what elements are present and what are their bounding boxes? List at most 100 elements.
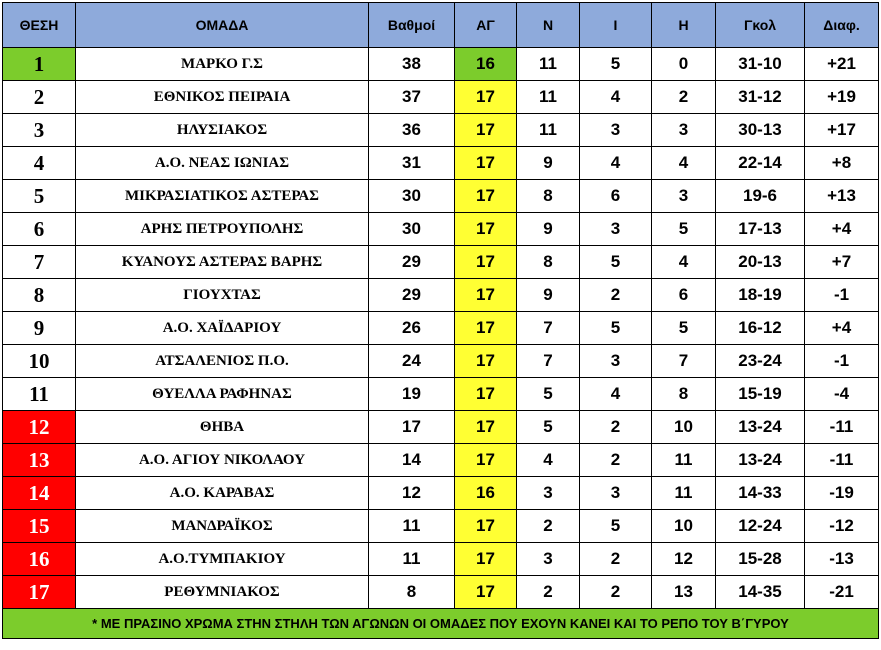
table-row: 8 ΓΙΟΥΧΤΑΣ 29 17 9 2 6 18-19 -1 xyxy=(2,278,879,312)
losses-cell: 5 xyxy=(651,212,716,246)
position-cell: 15 xyxy=(2,509,76,543)
header-points: Βαθμοί xyxy=(368,2,455,48)
wins-cell: 9 xyxy=(516,212,580,246)
position-cell: 10 xyxy=(2,344,76,378)
table-row: 5 ΜΙΚΡΑΣΙΑΤΙΚΟΣ ΑΣΤΕΡΑΣ 30 17 8 6 3 19-6 +13 xyxy=(2,179,879,213)
goals-cell: 18-19 xyxy=(715,278,805,312)
header-wins: Ν xyxy=(516,2,580,48)
position-cell: 12 xyxy=(2,410,76,444)
team-name-cell: ΑΤΣΑΛΕΝΙΟΣ Π.Ο. xyxy=(75,344,369,378)
goals-cell: 31-12 xyxy=(715,80,805,114)
draws-cell: 5 xyxy=(579,47,652,81)
header-losses: Η xyxy=(651,2,716,48)
team-name-cell: ΘΗΒΑ xyxy=(75,410,369,444)
table-header: ΘΕΣΗ ΟΜΑΔΑ Βαθμοί ΑΓ Ν Ι Η Γκολ Διαφ. xyxy=(2,2,879,48)
points-cell: 14 xyxy=(368,443,455,477)
played-cell: 17 xyxy=(454,377,517,411)
points-cell: 24 xyxy=(368,344,455,378)
draws-cell: 4 xyxy=(579,80,652,114)
team-name-cell: ΜΙΚΡΑΣΙΑΤΙΚΟΣ ΑΣΤΕΡΑΣ xyxy=(75,179,369,213)
position-cell: 8 xyxy=(2,278,76,312)
draws-cell: 3 xyxy=(579,476,652,510)
team-name-cell: Α.Ο. ΚΑΡΑΒΑΣ xyxy=(75,476,369,510)
points-cell: 37 xyxy=(368,80,455,114)
team-name-cell: Α.Ο. ΑΓΙΟΥ ΝΙΚΟΛΑΟΥ xyxy=(75,443,369,477)
team-name-cell: ΘΥΕΛΛΑ ΡΑΦΗΝΑΣ xyxy=(75,377,369,411)
goals-cell: 20-13 xyxy=(715,245,805,279)
wins-cell: 2 xyxy=(516,509,580,543)
team-name-cell: Α.Ο. ΝΕΑΣ ΙΩΝΙΑΣ xyxy=(75,146,369,180)
goals-cell: 15-28 xyxy=(715,542,805,576)
wins-cell: 5 xyxy=(516,410,580,444)
team-name-cell: Α.Ο.ΤΥΜΠΑΚΙΟΥ xyxy=(75,542,369,576)
losses-cell: 11 xyxy=(651,443,716,477)
losses-cell: 2 xyxy=(651,80,716,114)
played-cell: 17 xyxy=(454,542,517,576)
played-cell: 17 xyxy=(454,443,517,477)
goal-difference-cell: -4 xyxy=(804,377,879,411)
table-row: 11 ΘΥΕΛΛΑ ΡΑΦΗΝΑΣ 19 17 5 4 8 15-19 -4 xyxy=(2,377,879,411)
wins-cell: 11 xyxy=(516,113,580,147)
losses-cell: 11 xyxy=(651,476,716,510)
position-cell: 5 xyxy=(2,179,76,213)
position-cell: 16 xyxy=(2,542,76,576)
wins-cell: 9 xyxy=(516,278,580,312)
goal-difference-cell: -21 xyxy=(804,575,879,609)
points-cell: 30 xyxy=(368,212,455,246)
position-cell: 3 xyxy=(2,113,76,147)
position-cell: 6 xyxy=(2,212,76,246)
played-cell: 16 xyxy=(454,47,517,81)
goals-cell: 14-33 xyxy=(715,476,805,510)
goal-difference-cell: -1 xyxy=(804,344,879,378)
played-cell: 17 xyxy=(454,509,517,543)
draws-cell: 5 xyxy=(579,311,652,345)
goals-cell: 13-24 xyxy=(715,443,805,477)
table-row: 7 ΚΥΑΝΟΥΣ ΑΣΤΕΡΑΣ ΒΑΡΗΣ 29 17 8 5 4 20-13 +7 xyxy=(2,245,879,279)
position-cell: 14 xyxy=(2,476,76,510)
goal-difference-cell: +21 xyxy=(804,47,879,81)
position-cell: 4 xyxy=(2,146,76,180)
goals-cell: 30-13 xyxy=(715,113,805,147)
draws-cell: 2 xyxy=(579,278,652,312)
played-cell: 17 xyxy=(454,278,517,312)
points-cell: 8 xyxy=(368,575,455,609)
table-row: 4 Α.Ο. ΝΕΑΣ ΙΩΝΙΑΣ 31 17 9 4 4 22-14 +8 xyxy=(2,146,879,180)
points-cell: 19 xyxy=(368,377,455,411)
position-cell: 1 xyxy=(2,47,76,81)
goal-difference-cell: -12 xyxy=(804,509,879,543)
position-cell: 9 xyxy=(2,311,76,345)
losses-cell: 10 xyxy=(651,509,716,543)
table-row: 2 ΕΘΝΙΚΟΣ ΠΕΙΡΑΙΑ 37 17 11 4 2 31-12 +19 xyxy=(2,80,879,114)
goals-cell: 17-13 xyxy=(715,212,805,246)
points-cell: 11 xyxy=(368,509,455,543)
goals-cell: 16-12 xyxy=(715,311,805,345)
header-goals: Γκολ xyxy=(715,2,805,48)
team-name-cell: ΑΡΗΣ ΠΕΤΡΟΥΠΟΛΗΣ xyxy=(75,212,369,246)
goals-cell: 12-24 xyxy=(715,509,805,543)
goal-difference-cell: +4 xyxy=(804,212,879,246)
position-cell: 2 xyxy=(2,80,76,114)
table-row: 13 Α.Ο. ΑΓΙΟΥ ΝΙΚΟΛΑΟΥ 14 17 4 2 11 13-24 -11 xyxy=(2,443,879,477)
played-cell: 17 xyxy=(454,146,517,180)
draws-cell: 5 xyxy=(579,509,652,543)
position-cell: 17 xyxy=(2,575,76,609)
table-row: 14 Α.Ο. ΚΑΡΑΒΑΣ 12 16 3 3 11 14-33 -19 xyxy=(2,476,879,510)
losses-cell: 13 xyxy=(651,575,716,609)
header-position: ΘΕΣΗ xyxy=(2,2,76,48)
team-name-cell: ΚΥΑΝΟΥΣ ΑΣΤΕΡΑΣ ΒΑΡΗΣ xyxy=(75,245,369,279)
goals-cell: 19-6 xyxy=(715,179,805,213)
table-row: 1 ΜΑΡΚΟ Γ.Σ 38 16 11 5 0 31-10 +21 xyxy=(2,47,879,81)
wins-cell: 9 xyxy=(516,146,580,180)
points-cell: 26 xyxy=(368,311,455,345)
table-row: 6 ΑΡΗΣ ΠΕΤΡΟΥΠΟΛΗΣ 30 17 9 3 5 17-13 +4 xyxy=(2,212,879,246)
position-cell: 11 xyxy=(2,377,76,411)
points-cell: 29 xyxy=(368,245,455,279)
position-cell: 7 xyxy=(2,245,76,279)
wins-cell: 11 xyxy=(516,80,580,114)
wins-cell: 8 xyxy=(516,179,580,213)
team-name-cell: ΜΑΡΚΟ Γ.Σ xyxy=(75,47,369,81)
table-body: 1 ΜΑΡΚΟ Γ.Σ 38 16 11 5 0 31-10 +21 2 ΕΘΝΙΚΟΣ ΠΕΙΡΑ… xyxy=(2,47,879,609)
points-cell: 11 xyxy=(368,542,455,576)
losses-cell: 3 xyxy=(651,113,716,147)
